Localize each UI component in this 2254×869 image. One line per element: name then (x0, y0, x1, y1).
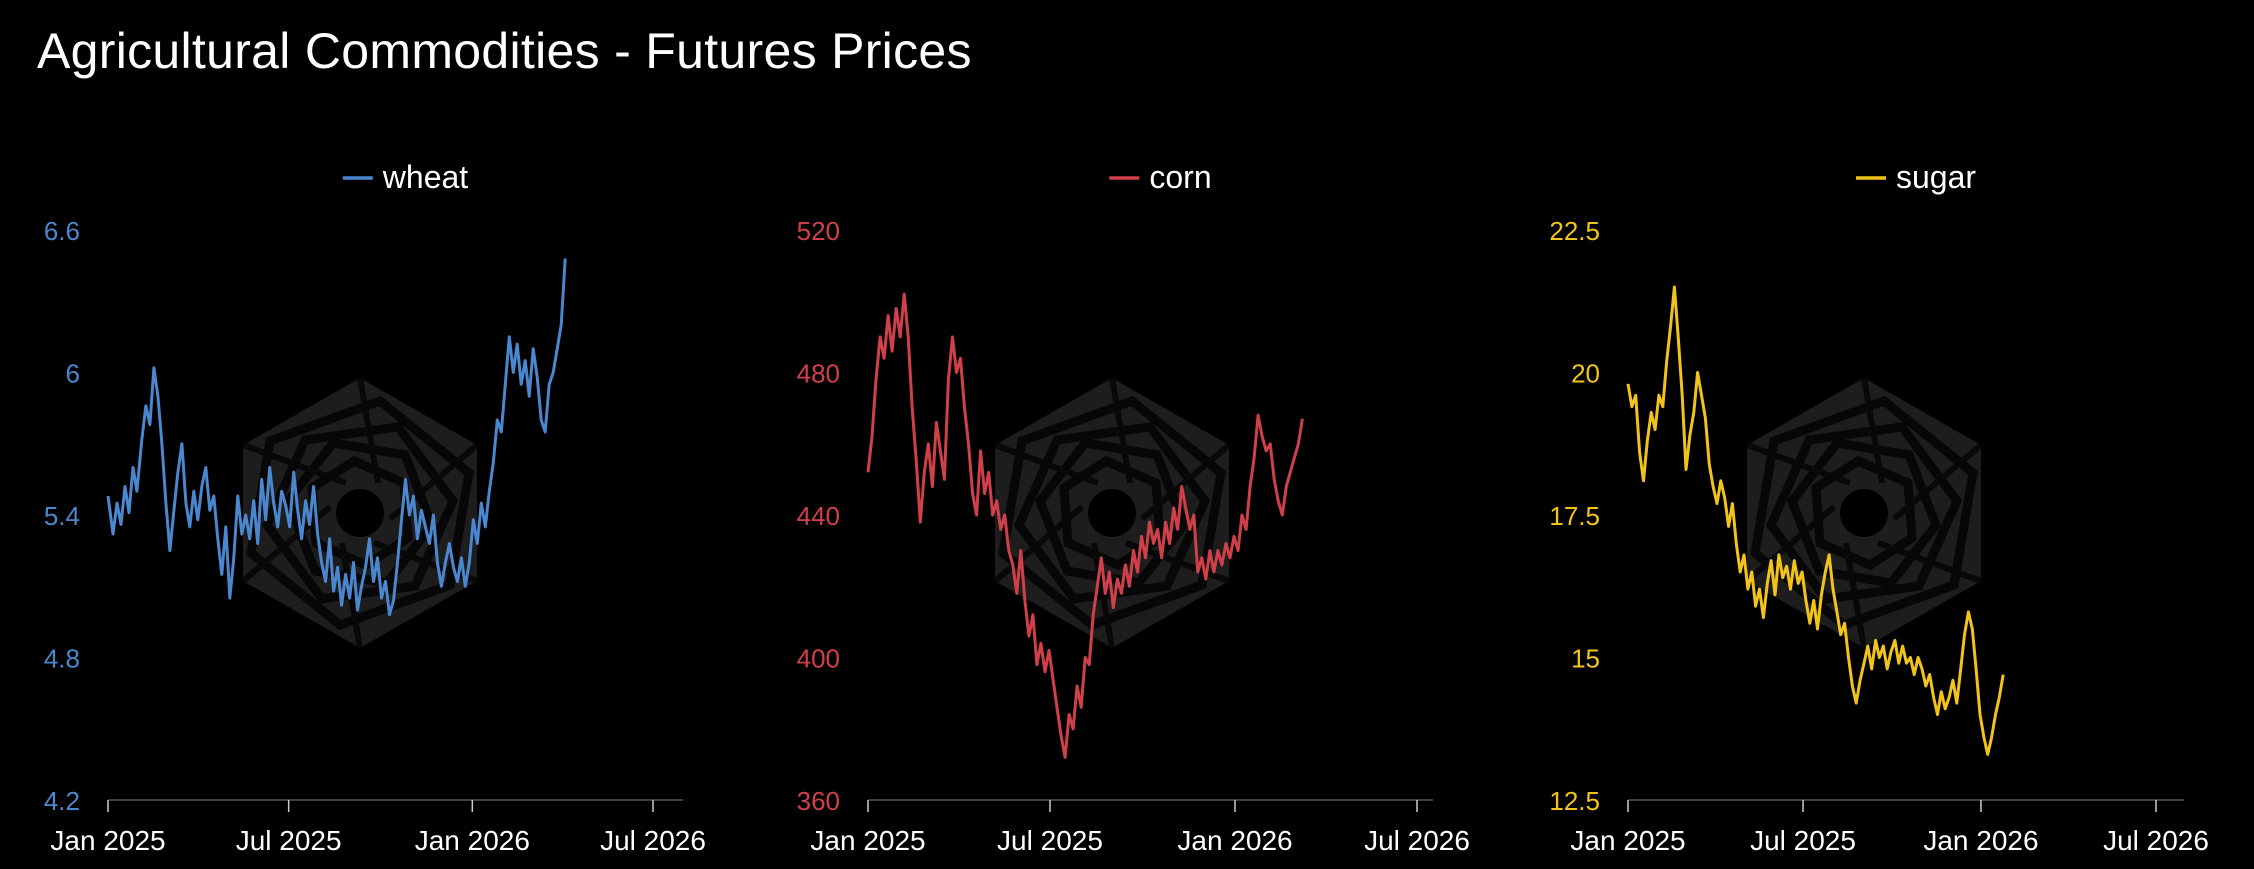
y-tick-label: 22.5 (1549, 216, 1600, 246)
y-tick-label: 20 (1571, 359, 1600, 389)
y-tick-label: 12.5 (1549, 786, 1600, 816)
y-tick-label: 440 (797, 501, 840, 531)
y-tick-label: 360 (797, 786, 840, 816)
legend-label: corn (1149, 159, 1211, 195)
x-tick-label: Jul 2026 (1364, 825, 1470, 856)
y-tick-label: 480 (797, 359, 840, 389)
y-tick-label: 6.6 (44, 216, 80, 246)
x-tick-label: Jan 2025 (1570, 825, 1685, 856)
y-tick-label: 400 (797, 644, 840, 674)
series-line-sugar (1626, 285, 2005, 756)
y-tick-label: 4.2 (44, 786, 80, 816)
x-tick-label: Jan 2026 (1923, 825, 2038, 856)
watermark-logo-icon (1747, 378, 1981, 648)
y-tick-label: 15 (1571, 644, 1600, 674)
x-tick-label: Jul 2026 (2103, 825, 2209, 856)
x-tick-label: Jan 2026 (1177, 825, 1292, 856)
y-tick-label: 520 (797, 216, 840, 246)
legend-label: wheat (382, 159, 469, 195)
legend-corn: corn (1109, 159, 1212, 195)
y-tick-label: 17.5 (1549, 501, 1600, 531)
y-tick-label: 5.4 (44, 501, 80, 531)
chart-panel-corn: corn Jan 2025 Jul 2025 Jan 2026 Jul 2026 360 4… (797, 159, 1470, 856)
x-tick-label: Jul 2025 (997, 825, 1103, 856)
x-tick-label: Jan 2025 (810, 825, 925, 856)
chart-panel-wheat: wheat Jan 2025 Jul 2025 Jan 2026 Jul 2026 4.2… (44, 159, 706, 856)
y-tick-label: 4.8 (44, 644, 80, 674)
x-tick-label: Jul 2025 (1750, 825, 1856, 856)
x-tick-label: Jan 2026 (415, 825, 530, 856)
y-tick-label: 6 (66, 359, 80, 389)
chart-panel-sugar: sugar Jan 2025 Jul 2025 Jan 2026 Jul 2026 12.… (1549, 159, 2209, 856)
legend-label: sugar (1896, 159, 1976, 195)
series-line-corn (866, 292, 1304, 759)
legend-sugar: sugar (1855, 159, 1976, 195)
x-tick-label: Jan 2025 (50, 825, 165, 856)
series-line-wheat (106, 258, 567, 617)
legend-wheat: wheat (342, 159, 469, 195)
page-title: Agricultural Commodities - Futures Price… (37, 23, 972, 79)
x-tick-label: Jul 2025 (236, 825, 342, 856)
x-tick-label: Jul 2026 (600, 825, 706, 856)
